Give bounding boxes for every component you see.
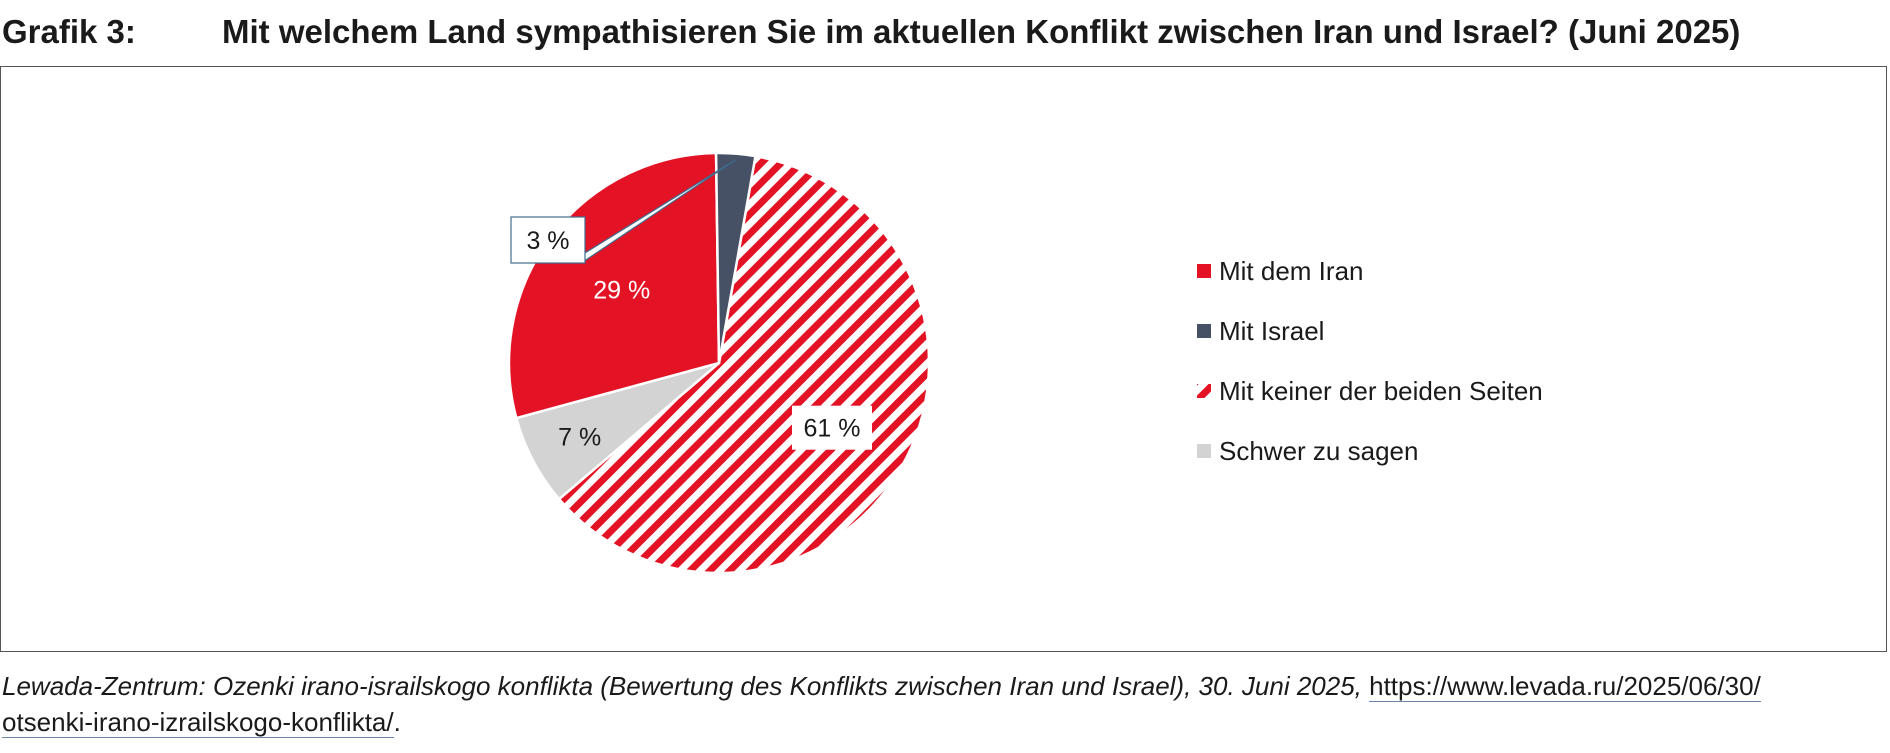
legend-label-mit-dem-iran: Mit dem Iran [1219,256,1364,286]
source-end: . [393,707,401,737]
legend-swatch-schwer-zu-sagen [1197,444,1211,458]
legend-swatch-mit-dem-iran [1197,264,1211,278]
source-link[interactable]: https://www.levada.ru/2025/06/30/ [1369,671,1761,702]
legend-label-mit-keiner-der-beiden-seiten: Mit keiner der beiden Seiten [1219,376,1543,406]
source-link-continued[interactable]: otsenki-irano-izrailskogo-konflikta/ [2,707,394,738]
data-label-mit-dem-iran: 29 % [593,277,650,305]
legend-swatch-mit-keiner-der-beiden-seiten [1197,384,1211,398]
data-label-mit-israel: 3 % [526,227,569,255]
legend-label-mit-israel: Mit Israel [1219,316,1324,346]
legend-label-schwer-zu-sagen: Schwer zu sagen [1219,436,1418,466]
data-label-mit-keiner-der-beiden-seiten: 61 % [803,415,860,443]
legend-swatch-mit-israel [1197,324,1211,338]
callout-box [510,216,586,264]
callout-pointer [568,159,736,264]
pie-slice-mit-israel [714,151,757,364]
source-citation: Lewada-Zentrum: Ozenki irano-israilskogo… [2,671,1370,701]
chart-title: Mit welchem Land sympathisieren Sie im a… [222,13,1741,50]
figure-label: Grafik 3: [2,13,136,50]
pie-slice-mit-keiner-der-beiden-seiten [557,154,931,575]
chart-header: Grafik 3: Mit welchem Land sympathisiere… [0,6,1890,58]
pie-chart: 29 % 3 % 61 % 7 % Mit dem Iran Mit Israel Mit… [507,151,1543,575]
data-label-schwer-zu-sagen: 7 % [558,423,601,451]
source-note: Lewada-Zentrum: Ozenki irano-israilskogo… [2,668,1888,740]
chart-frame: 29 % 3 % 61 % 7 % Mit dem Iran Mit Israel Mit… [0,66,1887,652]
data-label-background [791,405,872,450]
